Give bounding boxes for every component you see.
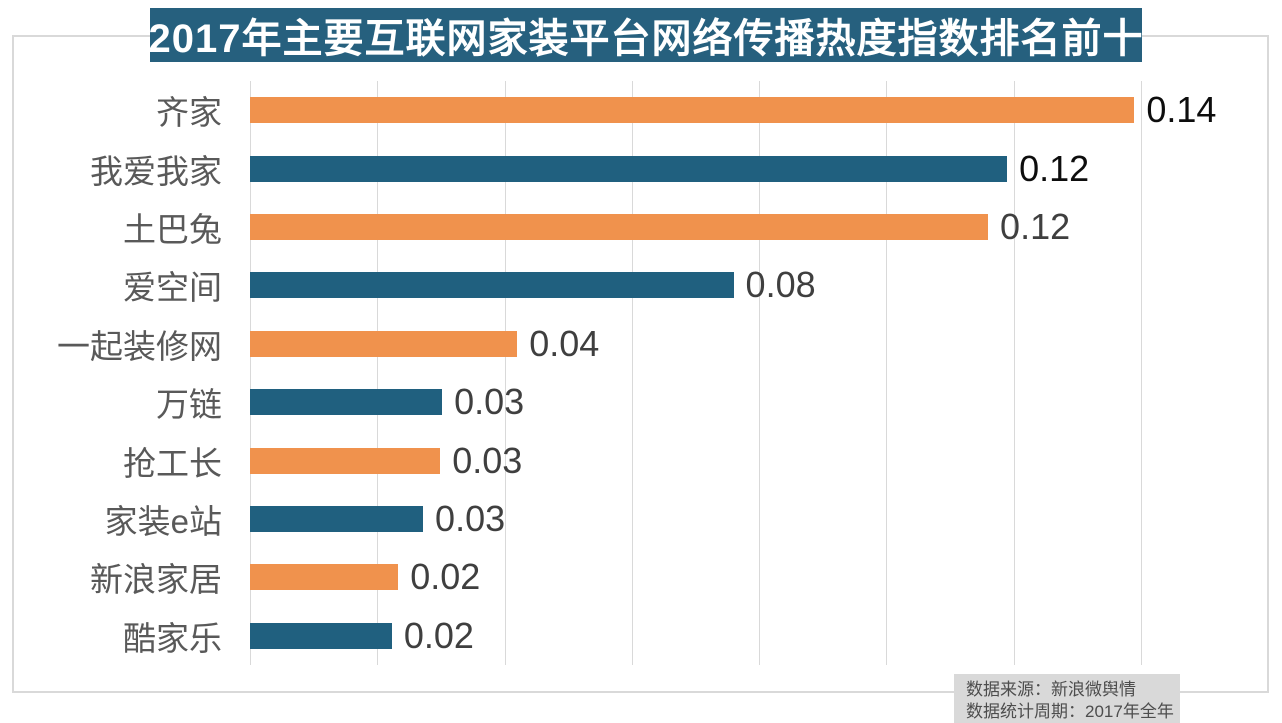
bar [250, 155, 1008, 182]
gridline [759, 81, 760, 665]
category-label: 我爱我家 [90, 152, 222, 190]
bar-area: 0.03 [250, 490, 1268, 548]
source-box: 数据来源：新浪微舆情 数据统计周期：2017年全年 [954, 674, 1180, 723]
gridline [886, 81, 888, 665]
value-label: 0.08 [745, 264, 816, 306]
category-label: 万链 [156, 386, 222, 424]
source-period-line: 数据统计周期：2017年全年 [966, 702, 1174, 721]
gridline [1268, 81, 1269, 665]
bar-area: 0.14 [250, 81, 1268, 139]
bar [250, 97, 1135, 124]
bar [250, 447, 441, 474]
gridline [1140, 81, 1142, 665]
bar-area: 0.02 [250, 548, 1268, 606]
bar [250, 505, 424, 532]
value-label: 0.03 [452, 439, 523, 481]
gridline [504, 81, 506, 665]
bar-area: 0.12 [250, 198, 1268, 256]
chart-row: 爱空间 0.08 [0, 256, 1282, 314]
chart-title: 2017年主要互联网家装平台网络传播热度指数排名前十 [149, 8, 1143, 62]
bar-area: 0.03 [250, 373, 1268, 431]
gridline [250, 81, 251, 665]
chart-row: 齐家 0.14 [0, 81, 1282, 139]
bar [250, 564, 399, 591]
bar-rows: 齐家 0.14 我爱我家 0.12 土巴兔 0.12 爱空间 0.08 一起装修网 0.04 万链 0… [0, 81, 1282, 665]
chart-frame [12, 35, 1269, 693]
category-label: 齐家 [156, 94, 222, 132]
category-label: 抢工长 [123, 444, 222, 482]
value-label: 0.12 [1000, 205, 1071, 247]
value-label: 0.12 [1019, 147, 1090, 189]
source-line: 数据来源：新浪微舆情 [966, 680, 1136, 699]
gridline [631, 81, 633, 665]
category-label: 爱空间 [123, 269, 222, 307]
chart-row: 新浪家居 0.02 [0, 548, 1282, 606]
bar-area: 0.02 [250, 607, 1268, 665]
value-label: 0.03 [435, 497, 506, 539]
bar-area: 0.03 [250, 431, 1268, 489]
category-label: 新浪家居 [90, 561, 222, 599]
bar [250, 330, 518, 357]
gridlines [250, 81, 1269, 665]
value-label: 0.02 [410, 556, 481, 598]
category-label: 家装e站 [104, 502, 222, 540]
value-label: 0.04 [529, 322, 600, 364]
category-label: 一起装修网 [57, 327, 222, 365]
bar-area: 0.04 [250, 315, 1268, 373]
gridline [1013, 81, 1015, 665]
bar-area: 0.12 [250, 139, 1268, 197]
bar [250, 622, 392, 649]
chart-row: 家装e站 0.03 [0, 490, 1282, 548]
bar [250, 272, 734, 299]
category-label: 土巴兔 [123, 210, 222, 248]
bar [250, 213, 989, 240]
value-label: 0.02 [403, 614, 474, 656]
chart-row: 土巴兔 0.12 [0, 198, 1282, 256]
value-label: 0.03 [454, 381, 525, 423]
chart-row: 酷家乐 0.02 [0, 607, 1282, 665]
value-label: 0.14 [1146, 89, 1217, 131]
chart-row: 我爱我家 0.12 [0, 139, 1282, 197]
bar [250, 389, 443, 416]
gridline [377, 81, 379, 665]
category-label: 酷家乐 [123, 619, 222, 657]
bar-area: 0.08 [250, 256, 1268, 314]
chart-row: 抢工长 0.03 [0, 431, 1282, 489]
chart-row: 万链 0.03 [0, 373, 1282, 431]
chart-row: 一起装修网 0.04 [0, 315, 1282, 373]
